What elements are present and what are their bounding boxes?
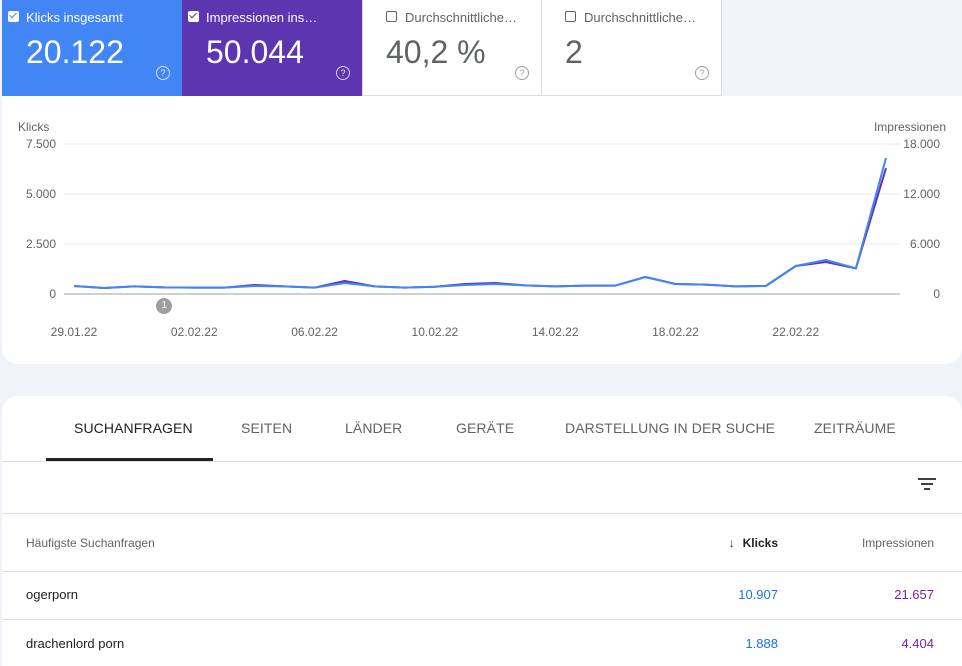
tab-dates[interactable]: Zeiträume bbox=[814, 420, 896, 436]
y-tick-right: 6.000 bbox=[910, 237, 940, 251]
active-tab-indicator bbox=[46, 458, 213, 461]
clicks-cell: 1.888 bbox=[745, 636, 778, 651]
checkbox-checked[interactable] bbox=[188, 11, 199, 22]
query-cell: drachenlord porn bbox=[26, 636, 125, 651]
tab-pages[interactable]: Seiten bbox=[241, 420, 293, 436]
metric-value: 2 bbox=[565, 34, 583, 70]
metric-card-average-position[interactable]: Durchschnittliche… 2 ? bbox=[541, 0, 722, 96]
table-row[interactable]: drachenlord porn 1.888 4.404 bbox=[2, 620, 962, 666]
column-header-clicks[interactable]: ↓ Klicks bbox=[729, 536, 778, 550]
query-cell: ogerporn bbox=[26, 587, 79, 602]
table-header: Häufigste Suchanfragen ↓ Klicks Impressio… bbox=[2, 513, 962, 572]
metric-label: Durchschnittliche… bbox=[584, 10, 696, 25]
tab-bar: Suchanfragen Seiten Länder Geräte Darste… bbox=[2, 396, 962, 462]
queries-panel: Suchanfragen Seiten Länder Geräte Darste… bbox=[2, 396, 962, 666]
metric-card-total-impressions[interactable]: Impressionen ins… 50.044 ? bbox=[182, 0, 362, 96]
performance-chart: Klicks Impressionen 7.500 18.000 5.000 12.0… bbox=[2, 96, 962, 364]
checkbox-unchecked[interactable] bbox=[565, 11, 576, 22]
x-tick-label: 10.02.22 bbox=[412, 325, 459, 339]
checkbox-unchecked[interactable] bbox=[386, 11, 397, 22]
annotation-marker[interactable]: 1 bbox=[156, 298, 173, 314]
y-tick-right: 12.000 bbox=[903, 187, 940, 201]
x-tick-label: 02.02.22 bbox=[171, 325, 218, 339]
help-icon[interactable]: ? bbox=[515, 66, 529, 80]
metric-cards: Klicks insgesamt 20.122 ? Impressionen i… bbox=[0, 0, 962, 96]
checkbox-checked[interactable] bbox=[8, 11, 19, 22]
x-tick-label: 22.02.22 bbox=[772, 325, 819, 339]
help-icon[interactable]: ? bbox=[336, 66, 350, 80]
y-tick-right: 0 bbox=[933, 287, 940, 301]
clicks-cell: 10.907 bbox=[738, 587, 778, 602]
impressions-cell: 21.657 bbox=[894, 587, 934, 602]
filter-icon[interactable] bbox=[918, 478, 936, 492]
column-header-clicks-label: Klicks bbox=[742, 536, 778, 550]
x-tick-label: 14.02.22 bbox=[532, 325, 579, 339]
tab-search-appearance[interactable]: Darstellung in der Suche bbox=[565, 420, 776, 436]
help-icon[interactable]: ? bbox=[156, 66, 170, 80]
metric-label: Durchschnittliche… bbox=[405, 10, 517, 25]
metric-card-total-clicks[interactable]: Klicks insgesamt 20.122 ? bbox=[2, 0, 182, 96]
tab-queries[interactable]: Suchanfragen bbox=[74, 420, 193, 436]
y-tick-left: 5.000 bbox=[26, 187, 56, 201]
arrow-down-icon: ↓ bbox=[728, 536, 735, 550]
tab-countries[interactable]: Länder bbox=[345, 420, 403, 436]
column-header-query: Häufigste Suchanfragen bbox=[26, 536, 155, 550]
y-axis-left-title: Klicks bbox=[18, 120, 50, 134]
chart-svg[interactable]: 7.500 18.000 5.000 12.000 2.500 6.000 0 0 29.01.… bbox=[2, 96, 962, 364]
impressions-cell: 4.404 bbox=[901, 636, 934, 651]
y-tick-left: 0 bbox=[49, 287, 56, 301]
metric-value: 40,2 % bbox=[386, 34, 486, 70]
help-icon[interactable]: ? bbox=[695, 66, 709, 80]
y-tick-left: 7.500 bbox=[26, 137, 56, 151]
metric-value: 50.044 bbox=[206, 34, 304, 70]
tab-devices[interactable]: Geräte bbox=[456, 420, 515, 436]
metric-value: 20.122 bbox=[26, 34, 124, 70]
x-tick-label: 06.02.22 bbox=[291, 325, 338, 339]
y-tick-right: 18.000 bbox=[903, 137, 940, 151]
series-line-impressionen bbox=[73, 167, 887, 289]
metric-card-average-ctr[interactable]: Durchschnittliche… 40,2 % ? bbox=[362, 0, 542, 96]
y-tick-left: 2.500 bbox=[26, 237, 56, 251]
metric-label: Impressionen ins… bbox=[206, 10, 318, 25]
x-tick-label: 18.02.22 bbox=[652, 325, 699, 339]
column-header-impressions[interactable]: Impressionen bbox=[861, 536, 934, 550]
series-line-klicks bbox=[73, 157, 887, 289]
table-row[interactable]: ogerporn 10.907 21.657 bbox=[2, 571, 962, 620]
metric-label: Klicks insgesamt bbox=[26, 10, 123, 25]
x-tick-label: 29.01.22 bbox=[51, 325, 98, 339]
y-axis-right-title: Impressionen bbox=[873, 120, 946, 134]
